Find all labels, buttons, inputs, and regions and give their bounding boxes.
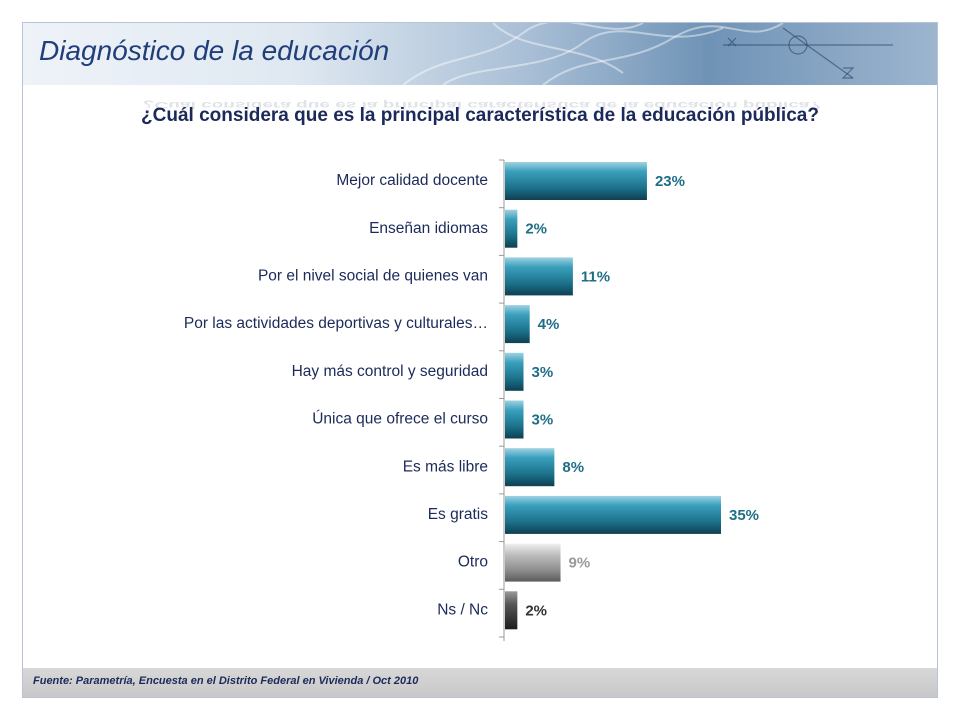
category-label: Hay más control y seguridad — [292, 363, 488, 380]
bar-chart: Mejor calidad docente 23% Enseñan idiomas 2… — [184, 159, 759, 641]
value-label: 2% — [525, 602, 547, 619]
category-label: Por las actividades deportivas y cultura… — [184, 315, 488, 332]
bar — [505, 543, 561, 582]
value-label: 4% — [538, 316, 560, 333]
footer-bar: Fuente: Parametría, Encuesta en el Distr… — [23, 668, 937, 697]
category-label: Es más libre — [403, 458, 488, 475]
bar — [505, 448, 555, 487]
category-label: Ns / Nc — [437, 601, 488, 618]
bar — [505, 400, 524, 439]
category-label: Es gratis — [428, 506, 489, 523]
category-label: Por el nivel social de quienes van — [258, 267, 488, 284]
value-label: 23% — [655, 173, 685, 190]
value-label: 3% — [532, 411, 554, 428]
value-label: 9% — [569, 555, 591, 572]
slide-header: Diagnóstico de la educación — [23, 23, 937, 85]
category-label: Otro — [458, 554, 488, 571]
chart-title: ¿Cuál considera que es la principal cara… — [141, 105, 819, 126]
bar — [505, 257, 573, 296]
slide-title: Diagnóstico de la educación — [39, 35, 390, 66]
value-label: 3% — [532, 364, 554, 381]
value-label: 35% — [729, 507, 759, 524]
bar — [505, 162, 647, 200]
value-label: 8% — [562, 459, 584, 476]
bar — [505, 495, 721, 534]
value-label: 2% — [525, 221, 547, 238]
category-label: Única que ofrece el curso — [312, 411, 488, 428]
category-label: Enseñan idiomas — [369, 220, 488, 237]
bar — [505, 305, 530, 344]
category-label: Mejor calidad docente — [336, 172, 488, 189]
bar — [505, 352, 524, 391]
header-decoration — [402, 23, 893, 85]
slide-frame: Diagnóstico de la educación ¿Cuál consid… — [22, 22, 938, 698]
bar — [505, 209, 518, 248]
bar — [505, 591, 518, 630]
value-label: 11% — [581, 268, 610, 285]
source-note: Fuente: Parametría, Encuesta en el Distr… — [33, 675, 419, 687]
